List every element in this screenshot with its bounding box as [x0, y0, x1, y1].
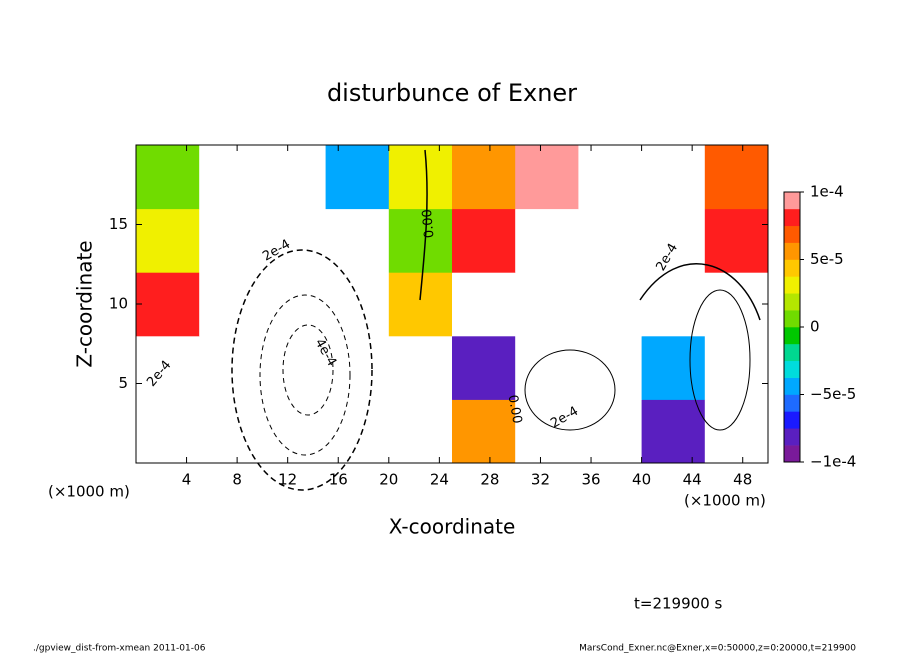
colorbar-band — [784, 445, 800, 463]
colorbar-band — [784, 293, 800, 311]
colorbar-tick-label: 0 — [810, 318, 820, 336]
cell — [262, 335, 327, 400]
cell — [325, 399, 390, 464]
cell — [136, 399, 200, 464]
contours — [231, 149, 761, 491]
y-tick-label: 5 — [118, 374, 128, 392]
x-tick-label: 8 — [232, 471, 242, 489]
cell — [452, 399, 516, 464]
cell — [388, 272, 453, 337]
cell — [515, 399, 579, 464]
x-tick-label: 4 — [182, 471, 192, 489]
x-tick-label: 36 — [581, 471, 600, 489]
cell — [325, 272, 390, 337]
x-unit-right: (×1000 m) — [684, 492, 766, 510]
cell — [325, 335, 390, 400]
x-tick-label: 44 — [683, 471, 702, 489]
x-tick-label: 28 — [480, 471, 499, 489]
x-unit: (×1000 m) — [48, 483, 130, 501]
cell — [388, 335, 453, 400]
cell — [704, 272, 769, 337]
field — [136, 145, 769, 464]
cell — [578, 272, 643, 337]
x-tick-label: 12 — [278, 471, 297, 489]
colorbar-band — [784, 377, 800, 395]
cell — [515, 272, 579, 337]
cell — [704, 208, 769, 273]
cell — [641, 145, 706, 210]
x-tick-label: 48 — [733, 471, 752, 489]
cell — [515, 208, 579, 273]
cell — [136, 208, 200, 273]
contour-label: 0.00 — [505, 394, 525, 425]
cell — [136, 145, 200, 210]
cell — [515, 335, 579, 400]
contour-label: 0.00 — [420, 209, 437, 239]
colorbar-band — [784, 259, 800, 277]
colorbar-tick-label: −1e-4 — [810, 453, 856, 471]
cell — [515, 145, 579, 210]
cell — [199, 208, 263, 273]
cell — [578, 335, 643, 400]
cell — [388, 399, 453, 464]
cell — [388, 145, 453, 210]
colorbar-band — [784, 327, 800, 345]
cell — [578, 399, 643, 464]
cell — [641, 272, 706, 337]
cell — [641, 399, 706, 464]
cell — [578, 145, 643, 210]
cell — [262, 208, 327, 273]
cell — [452, 145, 516, 210]
colorbar-band — [784, 192, 800, 210]
x-tick-label: 20 — [379, 471, 398, 489]
cell — [262, 399, 327, 464]
colorbar-tick-label: −5e-5 — [810, 385, 856, 403]
cell — [704, 399, 769, 464]
cell — [199, 399, 263, 464]
cell — [704, 335, 769, 400]
time-label: t=219900 s — [634, 595, 722, 613]
cell — [578, 208, 643, 273]
cell — [452, 272, 516, 337]
cell — [262, 145, 327, 210]
colorbar-band — [784, 343, 800, 362]
colorbar-tick-label: 1e-4 — [810, 183, 844, 201]
colorbar-band — [784, 360, 800, 378]
colorbar-tick-label: 5e-5 — [810, 250, 844, 268]
colorbar-band — [784, 208, 800, 227]
colorbar-band — [784, 276, 800, 294]
x-axis-label: X-coordinate — [389, 515, 516, 539]
x-tick-label: 32 — [531, 471, 550, 489]
cell — [136, 335, 200, 400]
y-tick-label: 10 — [109, 295, 128, 313]
colorbar-band — [784, 394, 800, 412]
colorbar-band — [784, 310, 800, 328]
cell — [452, 208, 516, 273]
footer-left: ./gpview_dist-from-xmean 2011-01-06 — [33, 644, 206, 654]
cell — [641, 335, 706, 400]
cell — [452, 335, 516, 400]
colorbar-band — [784, 242, 800, 260]
cell — [199, 272, 263, 337]
cell — [262, 272, 327, 337]
colorbar-band — [784, 428, 800, 446]
chart-title: disturbunce of Exner — [327, 79, 577, 107]
cell — [325, 145, 390, 210]
colorbar-band — [784, 411, 800, 429]
cell — [641, 208, 706, 273]
footer-right: MarsCond_Exner.nc@Exner,x=0:50000,z=0:20… — [579, 644, 856, 654]
cell — [199, 145, 263, 210]
cell — [388, 208, 453, 273]
y-tick-label: 15 — [109, 215, 128, 233]
cell — [136, 272, 200, 337]
cell — [704, 145, 769, 210]
x-tick-label: 40 — [632, 471, 651, 489]
x-tick-label: 24 — [430, 471, 449, 489]
colorbar-band — [784, 225, 800, 243]
cell — [199, 335, 263, 400]
y-axis-label: Z-coordinate — [73, 240, 97, 367]
x-tick-label: 16 — [329, 471, 348, 489]
cell — [325, 208, 390, 273]
